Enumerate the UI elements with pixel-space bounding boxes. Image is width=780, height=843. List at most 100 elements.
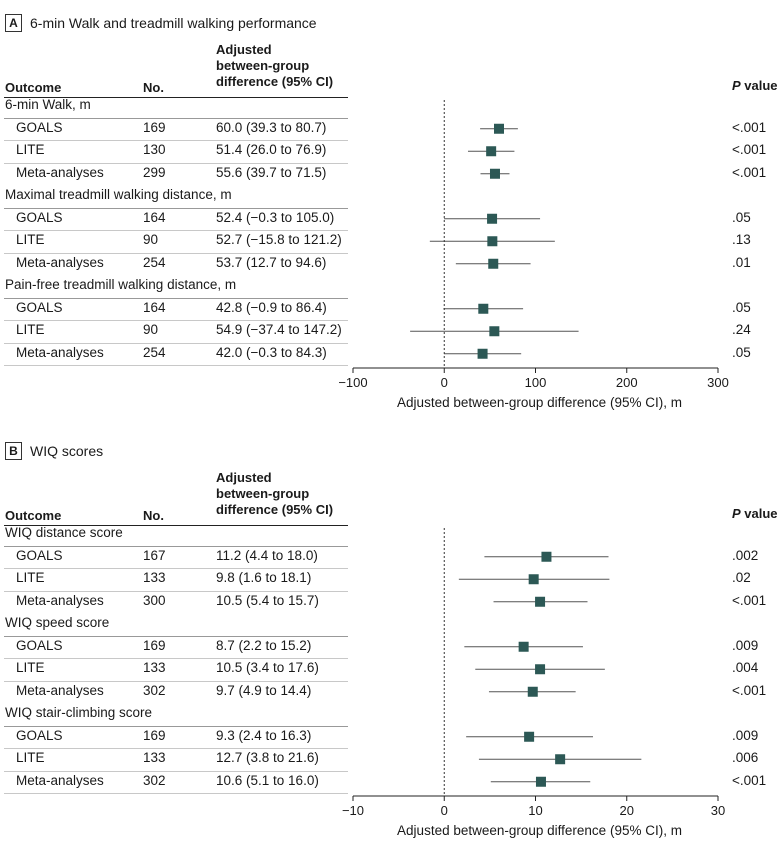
- sample-size: 254: [143, 254, 166, 270]
- outcome-column-header: Outcome: [5, 80, 62, 95]
- ci-text: 9.7 (4.9 to 14.4): [216, 682, 312, 698]
- study-name: Meta-analyses: [16, 254, 104, 270]
- row-separator: [4, 365, 348, 366]
- outcome-column-header: Outcome: [5, 508, 62, 523]
- sample-size: 164: [143, 299, 166, 315]
- study-name: LITE: [16, 570, 45, 585]
- study-name: GOALS: [16, 637, 63, 653]
- row-separator: [4, 545, 348, 547]
- row-separator: [4, 252, 348, 254]
- row-separator: [4, 342, 348, 344]
- p-value: .02: [732, 570, 751, 585]
- p-value: .002: [732, 547, 759, 563]
- study-name: GOALS: [16, 209, 63, 225]
- header-rule: [4, 525, 348, 526]
- sample-size: 130: [143, 142, 166, 157]
- x-tick-label: −100: [338, 375, 367, 390]
- point-estimate-marker: [487, 213, 498, 224]
- ci-text: 10.5 (5.4 to 15.7): [216, 592, 319, 608]
- study-name: GOALS: [16, 119, 63, 135]
- row-separator: [4, 658, 348, 659]
- panel-label: A: [5, 14, 22, 32]
- row-separator: [4, 748, 348, 749]
- ci-text: 9.8 (1.6 to 18.1): [216, 570, 312, 585]
- row-separator: [4, 207, 348, 209]
- sample-size: 300: [143, 592, 166, 608]
- point-estimate-marker: [478, 303, 489, 314]
- p-value: <.001: [732, 119, 767, 135]
- sample-size: 164: [143, 209, 166, 225]
- x-tick-label: 30: [711, 803, 725, 818]
- sample-size: 90: [143, 322, 159, 337]
- study-name: LITE: [16, 322, 45, 337]
- ci-text: 10.5 (3.4 to 17.6): [216, 660, 319, 675]
- p-value-header: P value: [732, 78, 778, 93]
- x-tick-label: 0: [441, 803, 448, 818]
- panel-label: B: [5, 442, 22, 460]
- group-label: 6-min Walk, m: [5, 97, 91, 112]
- study-name: Meta-analyses: [16, 682, 104, 698]
- ci-text: 54.9 (−37.4 to 147.2): [216, 322, 342, 337]
- panel-title: WIQ scores: [30, 443, 104, 459]
- point-estimate-marker: [524, 731, 535, 742]
- x-tick-label: 200: [616, 375, 638, 390]
- group-label: Maximal treadmill walking distance, m: [5, 187, 232, 202]
- n-column-header: No.: [143, 508, 164, 523]
- sample-size: 254: [143, 344, 166, 360]
- sample-size: 133: [143, 660, 166, 675]
- group-label: WIQ distance score: [5, 525, 123, 540]
- sample-size: 302: [143, 682, 166, 698]
- row-separator: [4, 320, 348, 321]
- x-tick-label: −10: [342, 803, 364, 818]
- study-name: Meta-analyses: [16, 592, 104, 608]
- row-separator: [4, 680, 348, 682]
- point-estimate-marker: [486, 146, 497, 157]
- panel-a: A 6-min Walk and treadmill walking perfo…: [0, 0, 780, 420]
- p-value: .006: [732, 750, 759, 765]
- p-value: .05: [732, 299, 751, 315]
- point-estimate-marker: [535, 664, 546, 675]
- ci-text: 51.4 (26.0 to 76.9): [216, 142, 327, 157]
- p-value: .24: [732, 322, 751, 337]
- x-tick-label: 100: [525, 375, 547, 390]
- row-separator: [4, 297, 348, 299]
- row-separator: [4, 635, 348, 637]
- forest-plot: −100 0 100 200 300 Adjusted between-group dif…: [338, 100, 729, 410]
- ci-text: 12.7 (3.8 to 21.6): [216, 750, 319, 765]
- point-estimate-marker: [489, 326, 500, 337]
- ci-text: 10.6 (5.1 to 16.0): [216, 772, 319, 788]
- point-estimate-marker: [487, 236, 498, 247]
- sample-size: 169: [143, 637, 166, 653]
- study-name: GOALS: [16, 547, 63, 563]
- point-estimate-marker: [528, 574, 539, 585]
- row-separator: [4, 230, 348, 231]
- point-estimate-marker: [488, 258, 499, 269]
- point-estimate-marker: [555, 754, 566, 765]
- ci-text: 42.8 (−0.9 to 86.4): [216, 299, 327, 315]
- ci-column-header: Adjusted between-group difference (95% C…: [216, 470, 334, 517]
- ci-text: 55.6 (39.7 to 71.5): [216, 164, 327, 180]
- study-name: Meta-analyses: [16, 344, 104, 360]
- group-label: Pain-free treadmill walking distance, m: [5, 277, 237, 292]
- x-tick-label: 10: [528, 803, 542, 818]
- ci-text: 42.0 (−0.3 to 84.3): [216, 344, 327, 360]
- ci-text: 8.7 (2.2 to 15.2): [216, 637, 312, 653]
- point-estimate-marker: [489, 168, 500, 179]
- row-separator: [4, 770, 348, 772]
- ci-column-header: Adjusted between-group difference (95% C…: [216, 42, 334, 89]
- group-label: WIQ speed score: [5, 615, 110, 630]
- study-name: Meta-analyses: [16, 772, 104, 788]
- x-tick-label: 0: [441, 375, 448, 390]
- point-estimate-marker: [477, 348, 488, 359]
- sample-size: 133: [143, 750, 166, 765]
- panel-title: 6-min Walk and treadmill walking perform…: [30, 15, 317, 31]
- n-column-header: No.: [143, 80, 164, 95]
- study-name: LITE: [16, 750, 45, 765]
- point-estimate-marker: [494, 123, 504, 134]
- x-axis-title: Adjusted between-group difference (95% C…: [397, 395, 682, 410]
- row-separator: [4, 140, 348, 141]
- p-value: <.001: [732, 772, 767, 788]
- ci-text: 53.7 (12.7 to 94.6): [216, 254, 327, 270]
- sample-size: 169: [143, 119, 166, 135]
- x-axis-title: Adjusted between-group difference (95% C…: [397, 823, 682, 838]
